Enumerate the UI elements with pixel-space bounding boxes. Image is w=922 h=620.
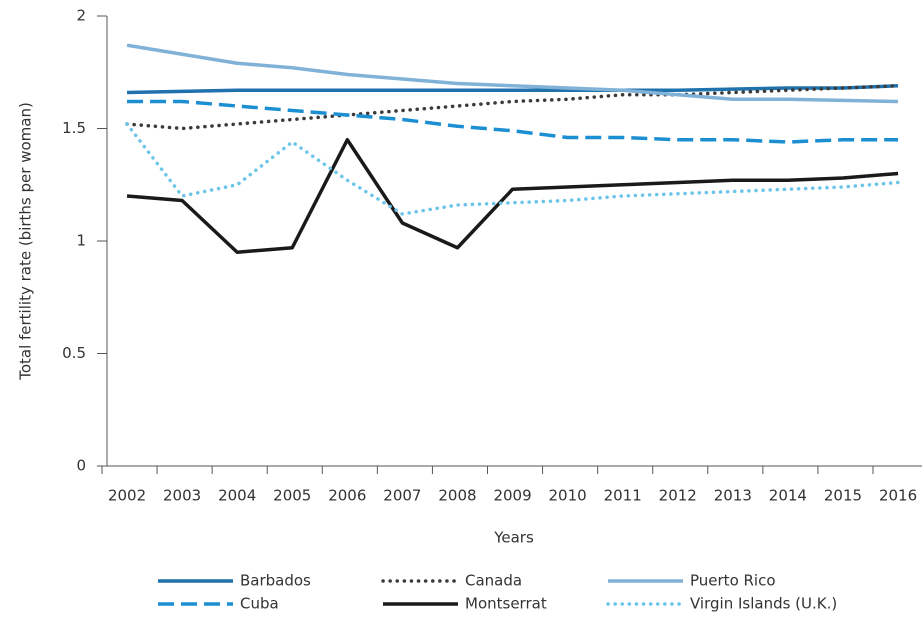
x-tick-label: 2010 bbox=[549, 487, 587, 505]
x-tick-label: 2005 bbox=[273, 487, 311, 505]
series-line bbox=[127, 99, 899, 144]
x-tick-label: 2009 bbox=[493, 487, 531, 505]
x-tick-label: 2007 bbox=[383, 487, 421, 505]
y-tick-label: 0.5 bbox=[62, 344, 86, 362]
legend-label: Cuba bbox=[240, 595, 279, 613]
legend-label: Montserrat bbox=[465, 595, 547, 613]
series-line bbox=[125, 84, 900, 131]
x-tick-label: 2015 bbox=[824, 487, 862, 505]
x-axis-label: Years bbox=[493, 529, 534, 547]
legend-label: Canada bbox=[465, 572, 522, 590]
legend-label: Virgin Islands (U.K.) bbox=[690, 595, 837, 613]
x-tick-label: 2003 bbox=[163, 487, 201, 505]
x-tick-label: 2002 bbox=[108, 487, 146, 505]
y-tick-label: 2 bbox=[76, 7, 86, 25]
y-tick-label: 0 bbox=[76, 457, 86, 475]
x-tick-label: 2013 bbox=[714, 487, 752, 505]
x-tick-label: 2016 bbox=[879, 487, 917, 505]
series-line bbox=[127, 84, 899, 95]
series-line bbox=[126, 138, 899, 254]
x-tick-label: 2008 bbox=[438, 487, 476, 505]
x-tick-label: 2004 bbox=[218, 487, 256, 505]
legend-label: Barbados bbox=[240, 572, 311, 590]
y-tick-label: 1 bbox=[76, 232, 86, 250]
y-axis-label: Total fertility rate (births per woman) bbox=[17, 102, 35, 381]
legend-label: Puerto Rico bbox=[690, 572, 776, 590]
y-tick-label: 1.5 bbox=[62, 119, 86, 137]
series-line bbox=[126, 43, 899, 104]
x-tick-label: 2014 bbox=[769, 487, 807, 505]
x-tick-label: 2012 bbox=[659, 487, 697, 505]
series-line bbox=[125, 122, 900, 216]
x-tick-label: 2011 bbox=[604, 487, 642, 505]
x-tick-label: 2006 bbox=[328, 487, 366, 505]
